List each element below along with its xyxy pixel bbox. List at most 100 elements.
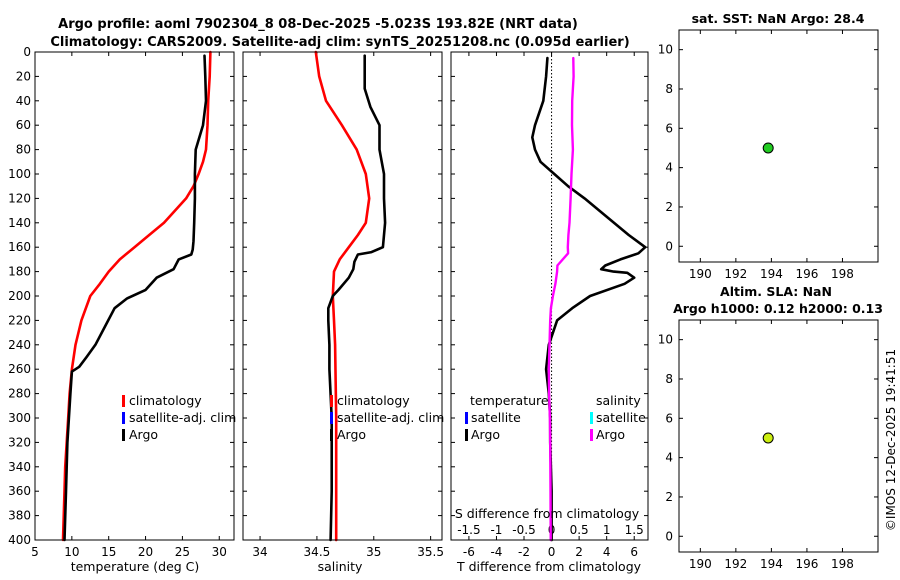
temperature-ytick-label: 180 bbox=[8, 265, 31, 279]
legend-swatch-t-satellite bbox=[465, 412, 468, 424]
temperature-xtick-label: 25 bbox=[175, 545, 190, 559]
legend-swatch-argo bbox=[122, 429, 125, 441]
temperature-series-climatology bbox=[61, 50, 212, 542]
sst-ytick-label: 8 bbox=[665, 82, 673, 96]
difference-xtick-label: 2 bbox=[575, 545, 583, 559]
temperature-series-argo bbox=[63, 54, 208, 542]
sst-xtick-label: 192 bbox=[724, 267, 747, 281]
sst-title: sat. SST: NaN Argo: 28.4 bbox=[692, 11, 865, 26]
legend-swatch-satellite bbox=[330, 412, 333, 424]
salinity-series-argo bbox=[326, 54, 387, 542]
temperature-ytick-label: 400 bbox=[8, 533, 31, 547]
salinity-axes-frame bbox=[242, 51, 443, 541]
legend-label-argo: Argo bbox=[337, 427, 366, 442]
timestamp: ©IMOS 12-Dec-2025 19:41:51 bbox=[884, 349, 898, 531]
temperature-ytick-label: 320 bbox=[8, 435, 31, 449]
temperature-xtick-label: 15 bbox=[101, 545, 116, 559]
sla-ytick-label: 8 bbox=[665, 372, 673, 386]
sst-ytick-label: 0 bbox=[665, 239, 673, 253]
sst-point bbox=[762, 142, 774, 154]
salinity-xtick-label: 34.5 bbox=[304, 545, 331, 559]
difference-inner-xlabel: S difference from climatology bbox=[455, 506, 640, 521]
temperature-ytick-label: 260 bbox=[8, 362, 31, 376]
difference-xtick-label: 4 bbox=[603, 545, 611, 559]
temperature-ytick-label: 380 bbox=[8, 509, 31, 523]
difference-legend: temperature satellite Argo salinity sate… bbox=[465, 393, 646, 442]
temperature-xtick-label: 10 bbox=[64, 545, 79, 559]
temperature-ytick-label: 100 bbox=[8, 167, 31, 181]
legend-swatch-s-satellite bbox=[590, 412, 593, 424]
salinity-series-climatology bbox=[314, 50, 371, 542]
temperature-ytick-label: 60 bbox=[16, 118, 31, 132]
sst-xtick-label: 198 bbox=[831, 267, 854, 281]
legend-label-s-satellite: satellite bbox=[596, 410, 646, 425]
sst-xtick-label: 194 bbox=[760, 267, 783, 281]
sst-ytick-label: 6 bbox=[665, 121, 673, 135]
temperature-ytick-label: 240 bbox=[8, 338, 31, 352]
difference-inner-xtick-label: 1 bbox=[603, 523, 611, 537]
figure-title-line2: Climatology: CARS2009. Satellite-adj cli… bbox=[50, 35, 629, 50]
difference-inner-xtick-label: -1 bbox=[490, 523, 502, 537]
salinity-legend: climatology satellite-adj. clim Argo bbox=[330, 393, 444, 442]
salinity-xlabel: salinity bbox=[318, 559, 363, 574]
sst-axes-frame bbox=[678, 29, 879, 263]
difference-axes-frame bbox=[450, 51, 649, 541]
difference-series-s bbox=[547, 56, 575, 542]
temperature-xtick-label: 20 bbox=[138, 545, 153, 559]
legend-label-t-satellite: satellite bbox=[471, 410, 521, 425]
legend-swatch-climatology bbox=[330, 395, 333, 407]
legend-label-t-argo: Argo bbox=[471, 427, 500, 442]
temperature-axes-frame bbox=[34, 51, 235, 541]
sla-point bbox=[762, 432, 774, 444]
legend-header-salinity: salinity bbox=[596, 393, 641, 408]
difference-inner-xtick-label: -0.5 bbox=[512, 523, 535, 537]
sst-xtick-label: 190 bbox=[689, 267, 712, 281]
difference-xtick-label: -6 bbox=[463, 545, 475, 559]
difference-xtick-label: -2 bbox=[518, 545, 530, 559]
temperature-ytick-label: 220 bbox=[8, 313, 31, 327]
sla-xtick-label: 194 bbox=[760, 557, 783, 571]
series-layer bbox=[61, 50, 774, 542]
sst-ytick-label: 2 bbox=[665, 200, 673, 214]
sla-xtick-label: 196 bbox=[795, 557, 818, 571]
sla-xtick-label: 190 bbox=[689, 557, 712, 571]
legend-label-s-argo: Argo bbox=[596, 427, 625, 442]
temperature-ytick-label: 300 bbox=[8, 411, 31, 425]
sla-axes-frame bbox=[678, 319, 879, 553]
temperature-ytick-label: 360 bbox=[8, 484, 31, 498]
temperature-ytick-label: 280 bbox=[8, 387, 31, 401]
sla-xtick-label: 192 bbox=[724, 557, 747, 571]
sla-xtick-label: 198 bbox=[831, 557, 854, 571]
sla-ytick-label: 10 bbox=[658, 333, 673, 347]
legend-label-satellite: satellite-adj. clim bbox=[129, 410, 236, 425]
sla-title-line1: Altim. SLA: NaN bbox=[720, 284, 832, 299]
legend-header-temperature: temperature bbox=[470, 393, 549, 408]
legend-label-satellite: satellite-adj. clim bbox=[337, 410, 444, 425]
difference-xtick-label: 0 bbox=[548, 545, 556, 559]
figure-title-line1: Argo profile: aoml 7902304_8 08-Dec-2025… bbox=[58, 17, 578, 32]
temperature-ytick-label: 0 bbox=[23, 45, 31, 59]
legend-label-climatology: climatology bbox=[337, 393, 410, 408]
sla-ytick-label: 0 bbox=[665, 529, 673, 543]
salinity-xtick-label: 34 bbox=[252, 545, 267, 559]
sla-ytick-label: 4 bbox=[665, 451, 673, 465]
difference-xtick-label: -4 bbox=[490, 545, 502, 559]
difference-xlabel: T difference from climatology bbox=[456, 559, 642, 574]
legend-swatch-argo bbox=[330, 429, 333, 441]
axes-frames bbox=[34, 29, 879, 553]
temperature-ytick-label: 140 bbox=[8, 216, 31, 230]
temperature-ytick-label: 80 bbox=[16, 143, 31, 157]
sst-ytick-label: 10 bbox=[658, 43, 673, 57]
legend-label-climatology: climatology bbox=[129, 393, 202, 408]
temperature-xtick-label: 30 bbox=[212, 545, 227, 559]
legend-swatch-t-argo bbox=[465, 429, 468, 441]
sla-title-line2: Argo h1000: 0.12 h2000: 0.13 bbox=[673, 301, 883, 316]
temperature-ytick-label: 120 bbox=[8, 191, 31, 205]
temperature-ytick-label: 40 bbox=[16, 94, 31, 108]
difference-inner-xtick-label: -1.5 bbox=[457, 523, 480, 537]
difference-inner-xtick-label: 0.5 bbox=[570, 523, 589, 537]
legend-swatch-satellite bbox=[122, 412, 125, 424]
difference-series-t bbox=[530, 56, 647, 542]
temperature-legend: climatology satellite-adj. clim Argo bbox=[122, 393, 236, 442]
